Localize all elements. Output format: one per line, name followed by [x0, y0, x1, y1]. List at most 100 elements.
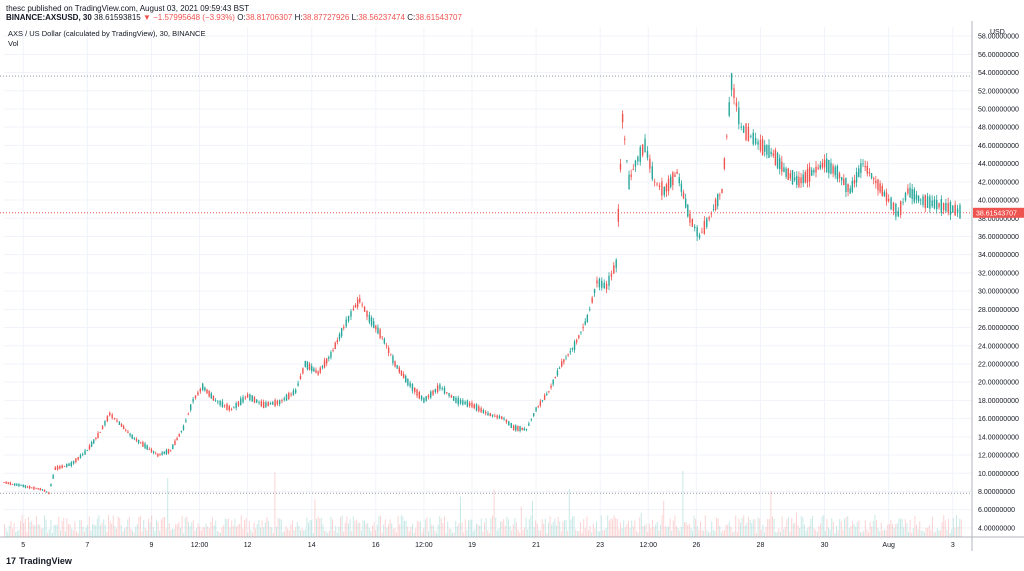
volume-bar: [247, 532, 249, 537]
candle-body: [735, 102, 738, 107]
volume-bar: [237, 524, 239, 537]
candle-body: [167, 448, 170, 454]
candle-body: [546, 393, 548, 395]
volume-bar: [700, 521, 701, 537]
volume-bar: [695, 518, 697, 537]
volume-bar: [317, 516, 319, 537]
volume-bar: [693, 515, 695, 537]
volume-bar: [26, 531, 28, 537]
candle-body: [148, 448, 151, 450]
volume-bar: [735, 515, 737, 537]
candle-body: [464, 401, 466, 405]
volume-bar: [472, 531, 474, 537]
volume-bar: [356, 519, 357, 537]
volume-bar: [632, 526, 634, 537]
volume-bar: [792, 523, 794, 537]
volume-bar: [5, 528, 7, 537]
candle-body: [644, 138, 646, 153]
candle-body: [363, 306, 366, 312]
candle-body: [441, 388, 443, 390]
candle-body: [405, 375, 407, 383]
volume-bar: [426, 517, 428, 537]
volume-bar: [10, 521, 12, 537]
candle-body: [152, 451, 155, 453]
volume-bar: [50, 519, 52, 537]
volume-bar: [551, 524, 553, 537]
candle-body: [56, 466, 59, 470]
chart-frame[interactable]: 58.00000000 56.00000000 54.00000000 52.0000…: [0, 21, 1024, 551]
y-tick-label: 28.00000000: [978, 307, 1019, 314]
candle-body: [161, 452, 163, 455]
volume-bar: [284, 530, 285, 537]
candle-body: [334, 342, 336, 349]
volume-bar: [218, 531, 220, 537]
volume-bar: [636, 530, 637, 537]
candle-body: [407, 379, 409, 386]
volume-bar: [156, 519, 157, 537]
volume-bar: [498, 528, 500, 537]
volume-bar: [261, 520, 263, 537]
volume-bar: [743, 515, 745, 537]
volume-bar: [410, 526, 412, 537]
volume-bar: [485, 518, 487, 537]
volume-bar: [428, 531, 429, 537]
candle-body: [274, 400, 276, 406]
volume-bar: [538, 529, 540, 537]
volume-bar: [543, 523, 545, 537]
volume-bar: [8, 525, 10, 537]
candle-body: [800, 177, 802, 184]
volume-bar: [951, 529, 953, 537]
volume-bar: [143, 519, 145, 537]
volume-bar: [135, 526, 137, 537]
volume-bar: [471, 519, 473, 537]
candle-body: [552, 379, 554, 385]
volume-bar: [765, 526, 767, 537]
last-price-label: 38.61543707: [976, 210, 1017, 217]
candle-body: [224, 405, 226, 407]
volume-bar: [4, 524, 5, 537]
candle-body: [508, 421, 510, 426]
volume-bar: [634, 520, 636, 537]
volume-bar: [335, 525, 337, 537]
candle-body: [383, 338, 386, 344]
volume-bar: [749, 519, 751, 537]
volume-bar: [460, 496, 461, 537]
volume-bar: [184, 517, 186, 537]
candle-body: [687, 204, 689, 217]
volume-bar: [76, 531, 77, 537]
candle-body: [892, 202, 895, 211]
volume-bar: [530, 515, 532, 537]
volume-bar: [503, 519, 505, 537]
volume-bar: [927, 527, 929, 537]
candle-body: [221, 401, 224, 408]
volume-bar: [63, 518, 65, 537]
candle-body: [691, 218, 694, 227]
candle-body: [462, 400, 464, 405]
volume-bar: [164, 517, 165, 537]
volume-bar: [477, 524, 479, 537]
volume-bar: [487, 530, 489, 537]
volume-bar: [863, 530, 865, 537]
candle-body: [823, 159, 826, 168]
volume-legend: Vol: [8, 39, 19, 48]
volume-bar: [292, 520, 293, 537]
volume-bar: [455, 520, 457, 537]
volume-bar: [604, 530, 605, 537]
volume-bar: [818, 526, 820, 537]
volume-bar: [69, 524, 71, 537]
candle-body: [5, 481, 7, 484]
volume-bar: [300, 530, 301, 537]
price-chart[interactable]: 58.0000000056.0000000054.0000000052.0000…: [0, 21, 1024, 551]
candle-body: [120, 424, 123, 427]
candle-body: [288, 392, 290, 399]
candle-body: [185, 420, 187, 422]
candle-body: [473, 404, 475, 409]
candle-body: [278, 400, 281, 405]
volume-bar: [535, 520, 537, 537]
candle-body: [131, 434, 133, 439]
candle-body: [133, 438, 136, 439]
candle-body: [311, 366, 313, 372]
volume-bar: [306, 517, 308, 537]
candle-body: [352, 308, 355, 310]
volume-bar: [783, 529, 785, 537]
